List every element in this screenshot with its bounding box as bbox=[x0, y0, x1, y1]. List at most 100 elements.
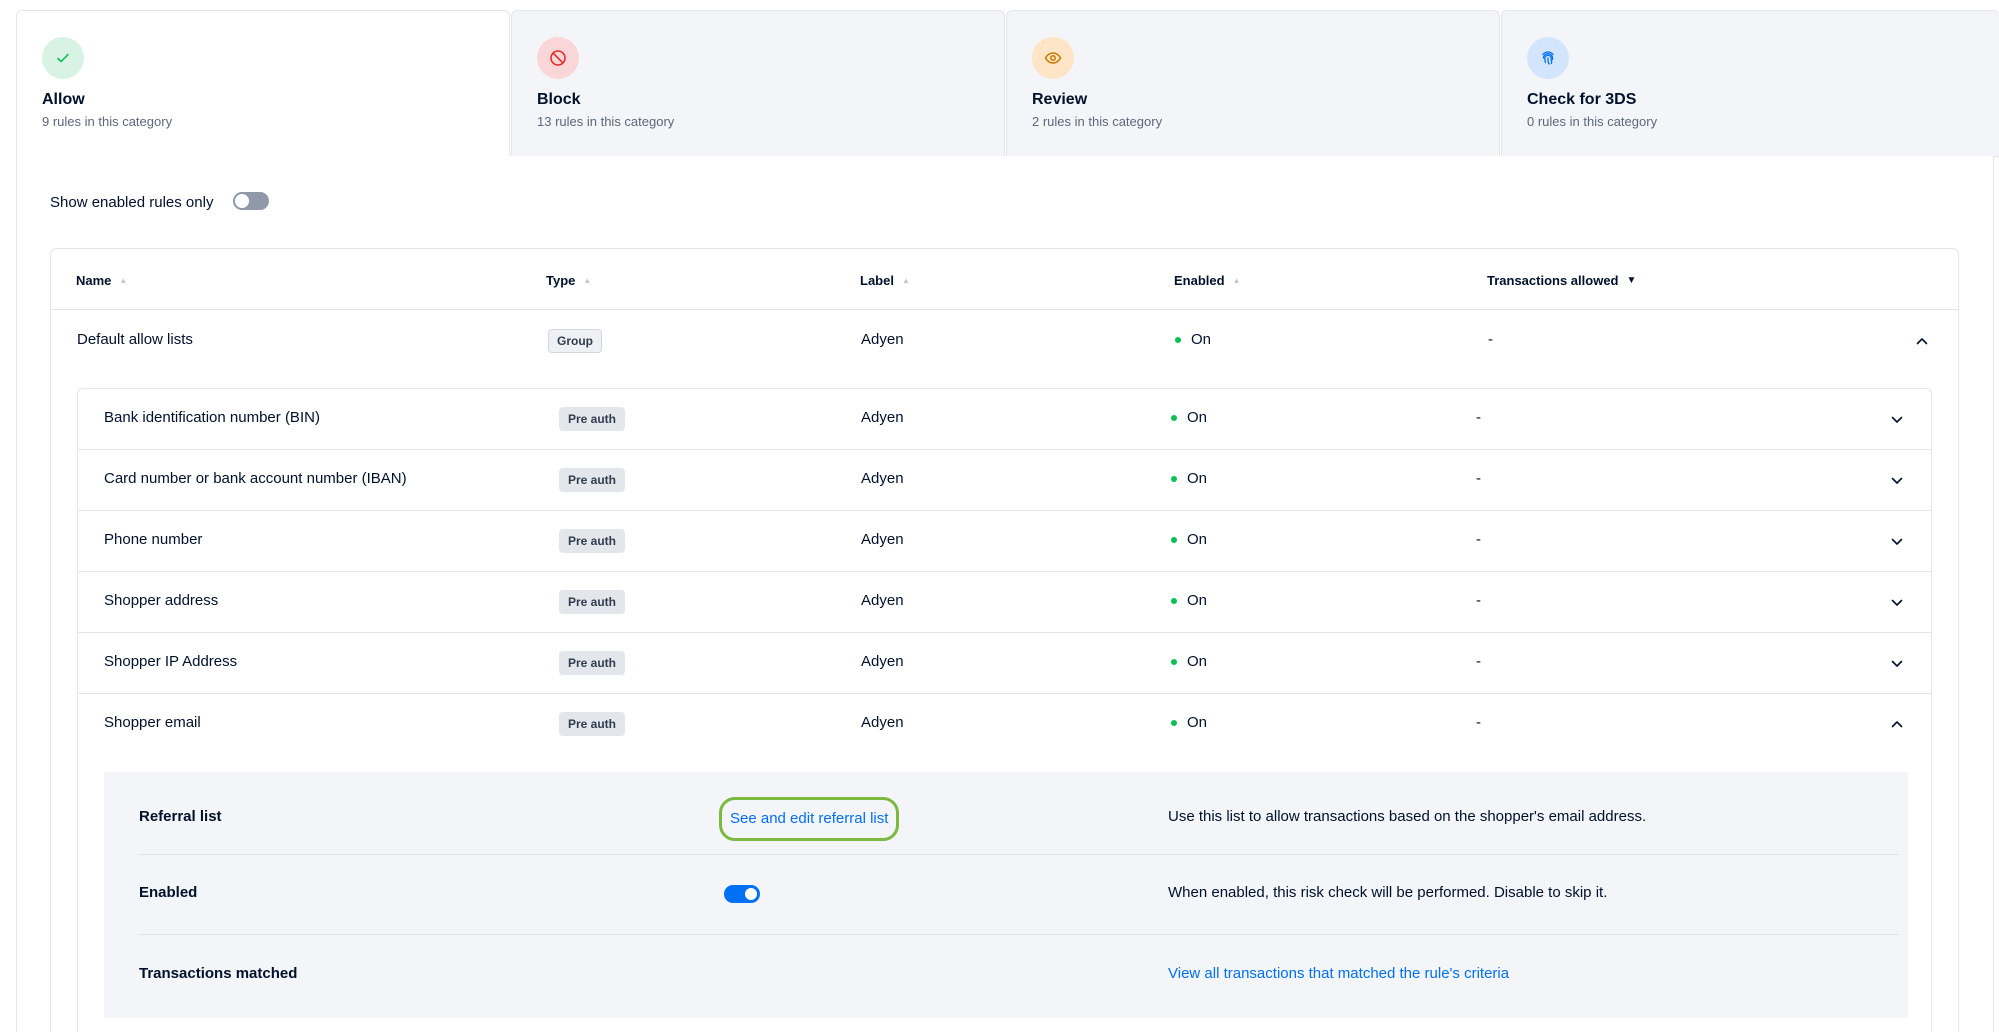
tab-allow[interactable]: Allow 9 rules in this category bbox=[16, 10, 510, 158]
type-badge: Pre auth bbox=[559, 529, 626, 553]
row-transactions: - bbox=[1476, 714, 1481, 731]
type-badge: Pre auth bbox=[559, 468, 626, 492]
tab-block[interactable]: Block 13 rules in this category bbox=[511, 10, 1005, 157]
chevron-up-icon[interactable] bbox=[1889, 716, 1905, 732]
status-on: On bbox=[1171, 470, 1207, 487]
detail-description: Use this list to allow transactions base… bbox=[1168, 808, 1647, 825]
status-dot-icon bbox=[1171, 658, 1177, 665]
status-dot-icon bbox=[1171, 597, 1177, 604]
column-header-enabled[interactable]: Enabled ▲ bbox=[1174, 273, 1241, 288]
table-row-expanded[interactable]: Shopper email Pre auth Adyen On - bbox=[78, 694, 1931, 755]
sort-up-icon: ▲ bbox=[583, 276, 592, 285]
status-on: On bbox=[1171, 531, 1207, 548]
row-name: Phone number bbox=[104, 531, 203, 548]
type-badge: Pre auth bbox=[559, 651, 626, 675]
table-row[interactable]: Shopper address Pre auth Adyen On - bbox=[78, 572, 1931, 633]
status-dot-icon bbox=[1175, 336, 1181, 343]
status-on: On bbox=[1171, 592, 1207, 609]
status-dot-icon bbox=[1171, 414, 1177, 421]
row-name: Bank identification number (BIN) bbox=[104, 409, 320, 426]
status-on: On bbox=[1171, 409, 1207, 426]
fingerprint-icon bbox=[1527, 37, 1569, 79]
column-header-label[interactable]: Label ▲ bbox=[860, 273, 910, 288]
status-dot-icon bbox=[1171, 536, 1177, 543]
referral-link-highlight: See and edit referral list bbox=[719, 797, 900, 841]
row-name: Shopper IP Address bbox=[104, 653, 238, 670]
row-name: Default allow lists bbox=[77, 331, 193, 348]
detail-label: Transactions matched bbox=[139, 965, 298, 982]
chevron-down-icon[interactable] bbox=[1889, 595, 1905, 611]
tab-title: Review bbox=[1032, 91, 1088, 108]
view-matched-transactions-link[interactable]: View all transactions that matched the r… bbox=[1168, 965, 1510, 982]
rule-enabled-toggle[interactable] bbox=[724, 885, 760, 903]
sort-up-icon: ▲ bbox=[119, 276, 128, 285]
status-text: On bbox=[1187, 592, 1208, 609]
sort-up-icon: ▲ bbox=[1232, 276, 1241, 285]
divider bbox=[139, 854, 1899, 855]
status-text: On bbox=[1187, 714, 1208, 731]
row-transactions: - bbox=[1476, 409, 1481, 426]
enabled-only-filter: Show enabled rules only bbox=[50, 192, 270, 211]
column-header-type[interactable]: Type ▲ bbox=[546, 273, 591, 288]
see-edit-referral-list-link[interactable]: See and edit referral list bbox=[730, 810, 889, 827]
tab-subtitle: 0 rules in this category bbox=[1527, 114, 1658, 129]
tab-subtitle: 2 rules in this category bbox=[1032, 114, 1163, 129]
detail-row-referral: Referral list See and edit referral list… bbox=[139, 772, 1899, 855]
type-badge: Pre auth bbox=[559, 590, 626, 614]
sort-up-icon: ▲ bbox=[901, 276, 910, 285]
type-badge: Group bbox=[548, 329, 602, 353]
table-row[interactable]: Phone number Pre auth Adyen On - bbox=[78, 511, 1931, 572]
row-transactions: - bbox=[1476, 470, 1481, 487]
chevron-down-icon[interactable] bbox=[1889, 473, 1905, 489]
status-on: On bbox=[1171, 714, 1207, 731]
row-label: Adyen bbox=[861, 531, 904, 548]
row-transactions: - bbox=[1488, 331, 1493, 348]
tab-check-for-3ds[interactable]: Check for 3DS 0 rules in this category bbox=[1501, 10, 1999, 157]
header-label: Type bbox=[546, 273, 576, 288]
filter-label: Show enabled rules only bbox=[50, 193, 214, 211]
row-label: Adyen bbox=[861, 331, 904, 348]
table-header: Name ▲ Type ▲ Label ▲ Enabled ▲ Transact… bbox=[51, 249, 1958, 310]
chevron-down-icon[interactable] bbox=[1889, 534, 1905, 550]
tab-title: Block bbox=[537, 91, 581, 108]
table-row[interactable]: Bank identification number (BIN) Pre aut… bbox=[78, 389, 1931, 450]
row-label: Adyen bbox=[861, 592, 904, 609]
row-name: Card number or bank account number (IBAN… bbox=[104, 470, 407, 487]
type-badge: Pre auth bbox=[559, 407, 626, 431]
column-header-transactions-allowed[interactable]: Transactions allowed ▼ bbox=[1487, 273, 1636, 288]
detail-row-enabled: Enabled When enabled, this risk check wi… bbox=[139, 855, 1899, 935]
status-text: On bbox=[1191, 331, 1212, 348]
status-on: On bbox=[1171, 653, 1207, 670]
enabled-only-toggle[interactable] bbox=[233, 192, 270, 210]
chevron-down-icon[interactable] bbox=[1889, 656, 1905, 672]
rules-table: Name ▲ Type ▲ Label ▲ Enabled ▲ Transact… bbox=[50, 248, 1959, 1032]
status-text: On bbox=[1187, 531, 1208, 548]
group-rules-table: Bank identification number (BIN) Pre aut… bbox=[77, 388, 1932, 1032]
sort-down-icon: ▼ bbox=[1626, 275, 1637, 286]
table-row-group[interactable]: Default allow lists Group Adyen On - bbox=[51, 311, 1958, 371]
status-dot-icon bbox=[1171, 719, 1177, 726]
status-text: On bbox=[1187, 470, 1208, 487]
table-row[interactable]: Card number or bank account number (IBAN… bbox=[78, 450, 1931, 511]
row-label: Adyen bbox=[861, 653, 904, 670]
detail-row-matched: Transactions matched View all transactio… bbox=[139, 935, 1899, 1018]
tab-title: Check for 3DS bbox=[1527, 91, 1637, 108]
row-name: Shopper email bbox=[104, 714, 201, 731]
detail-description: When enabled, this risk check will be pe… bbox=[1168, 884, 1608, 901]
header-label: Transactions allowed bbox=[1487, 273, 1619, 288]
tab-review[interactable]: Review 2 rules in this category bbox=[1006, 10, 1500, 157]
table-row[interactable]: Shopper IP Address Pre auth Adyen On - bbox=[78, 633, 1931, 694]
row-transactions: - bbox=[1476, 531, 1481, 548]
type-badge: Pre auth bbox=[559, 712, 626, 736]
column-header-name[interactable]: Name ▲ bbox=[76, 273, 127, 288]
row-name: Shopper address bbox=[104, 592, 219, 609]
chevron-up-icon[interactable] bbox=[1914, 333, 1930, 349]
row-transactions: - bbox=[1476, 592, 1481, 609]
rule-category-tabs: Allow 9 rules in this category Block 13 … bbox=[16, 10, 1999, 158]
tab-title: Allow bbox=[42, 91, 85, 108]
row-label: Adyen bbox=[861, 470, 904, 487]
header-label: Label bbox=[860, 273, 894, 288]
header-label: Enabled bbox=[1174, 273, 1225, 288]
row-label: Adyen bbox=[861, 714, 904, 731]
chevron-down-icon[interactable] bbox=[1889, 412, 1905, 428]
